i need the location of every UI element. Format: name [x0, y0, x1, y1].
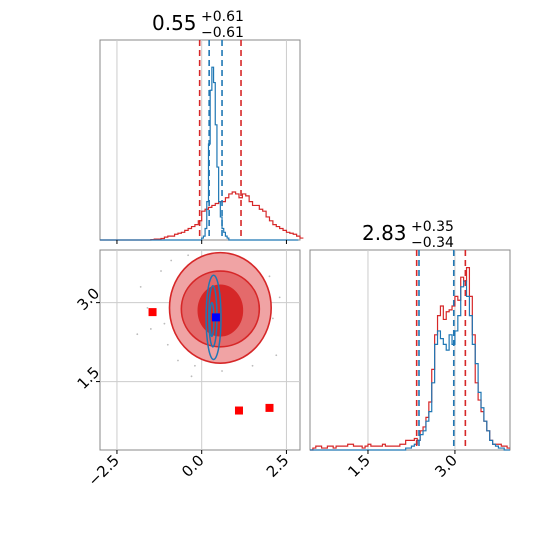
scatter-point: [139, 285, 142, 288]
hist-right-quantile-lines: [415, 250, 467, 450]
scatter-point: [221, 370, 223, 372]
hist-top-panel: 0.55 +0.61 −0.61: [99, 9, 304, 244]
scatter-point: [251, 364, 254, 367]
scatter-markers: [148, 308, 274, 415]
scatter-red-marker-0: [148, 308, 157, 317]
hist-top-title-lower: −0.61: [201, 25, 244, 41]
scatter-xtick-label-2: 2.5: [263, 451, 293, 481]
scatter-point: [163, 322, 166, 325]
scatter-point: [149, 328, 152, 330]
scatter-point: [200, 249, 203, 251]
scatter-point: [268, 275, 271, 278]
hist-right-panel: 1.5 3.0 2.83 +0.35 −0.34: [309, 219, 511, 481]
hist-right-title-upper: +0.35: [411, 219, 454, 235]
hist-right-frame: [309, 249, 511, 451]
scatter-point: [136, 333, 139, 336]
scatter-point: [146, 306, 149, 309]
scatter-panel: −2.5 0.0 2.5 1.5 3.0: [74, 249, 301, 490]
scatter-red-marker-1: [234, 406, 243, 415]
scatter-ytick-label-0: 1.5: [74, 363, 104, 393]
scatter-point: [177, 359, 179, 362]
scatter-blue-marker: [211, 313, 220, 322]
scatter-point: [271, 317, 274, 320]
scatter-ytick-label-1: 3.0: [74, 284, 104, 314]
scatter-point: [275, 354, 278, 357]
hist-top-title-value: 0.55: [152, 11, 197, 35]
hist-top-series-blue: [100, 66, 299, 241]
scatter-point: [160, 270, 162, 272]
scatter-point: [190, 375, 193, 378]
scatter-xtick-label-0: −2.5: [84, 451, 122, 489]
hist-right-title-lower: −0.34: [411, 235, 454, 251]
scatter-point: [194, 364, 196, 367]
scatter-point: [187, 254, 190, 257]
scatter-blue-contour-0: [205, 274, 222, 361]
hist-right-series-blue: [310, 280, 510, 451]
hist-top-series: [100, 66, 304, 241]
hist-top-ticks: [116, 240, 287, 244]
hist-top-quantile-lines: [198, 40, 242, 240]
hist-right-title-value: 2.83: [362, 221, 407, 245]
hist-right-grid: [367, 250, 456, 450]
hist-right-series: [310, 267, 510, 451]
scatter-xtick-label-1: 0.0: [178, 451, 208, 481]
hist-right-tick-label-0: 1.5: [344, 451, 374, 481]
scatter-point: [170, 259, 173, 262]
hist-right-tick-label-1: 3.0: [431, 451, 461, 481]
hist-right-ticks: 1.5 3.0: [344, 450, 461, 481]
scatter-red-marker-2: [265, 403, 274, 412]
scatter-point: [278, 296, 281, 299]
hist-top-grid: [116, 40, 287, 240]
hist-top-title-upper: +0.61: [201, 9, 244, 25]
scatter-point: [166, 343, 169, 346]
